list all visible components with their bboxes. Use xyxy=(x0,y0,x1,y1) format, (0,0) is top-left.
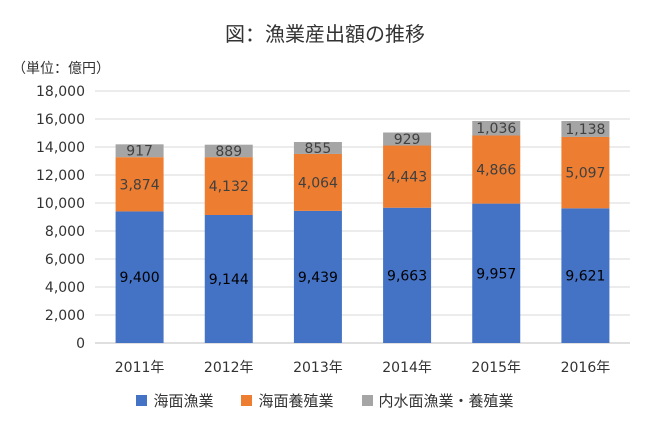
chart-title: 図：漁業産出額の推移 xyxy=(225,22,425,46)
x-tick-label: 2014年 xyxy=(382,360,432,376)
data-label: 4,132 xyxy=(209,179,249,195)
bar-segment xyxy=(561,121,610,137)
data-label: 917 xyxy=(126,144,153,160)
bar-segment xyxy=(561,136,610,209)
bar-segment xyxy=(293,153,342,211)
x-tick-label: 2015年 xyxy=(471,360,521,376)
y-tick-label: 10,000 xyxy=(36,196,85,212)
data-label: 4,443 xyxy=(387,170,427,186)
data-label: 855 xyxy=(305,141,332,157)
legend-label: 海面養殖業 xyxy=(258,392,334,410)
bar-segment xyxy=(293,141,342,154)
data-label: 5,097 xyxy=(565,166,605,182)
data-label: 9,400 xyxy=(120,270,160,286)
unit-label: （単位：億円） xyxy=(12,61,110,77)
y-tick-label: 16,000 xyxy=(36,112,85,128)
legend-item-sea-fishery: 海面漁業 xyxy=(136,390,213,411)
y-tick-label: 4,000 xyxy=(45,280,85,296)
bar-segment xyxy=(472,203,521,343)
x-tick-label: 2012年 xyxy=(204,360,254,376)
bar-segment xyxy=(383,207,432,343)
data-label: 889 xyxy=(215,144,242,160)
data-label: 9,439 xyxy=(298,270,338,286)
data-label: 1,138 xyxy=(565,122,605,138)
data-label: 9,957 xyxy=(476,266,516,282)
data-label: 4,064 xyxy=(298,175,338,191)
y-tick-label: 14,000 xyxy=(36,140,85,156)
legend-swatch xyxy=(361,395,373,406)
bar-segment xyxy=(115,157,164,212)
data-labels: 9,400 3,874 917 9,144 4,132 889 9,439 4,064 855 9… xyxy=(120,121,606,288)
y-tick-label: 0 xyxy=(76,336,85,352)
gridlines xyxy=(95,90,630,344)
bar-segment xyxy=(115,211,164,343)
bar-segment xyxy=(115,144,164,158)
legend-label: 内水面漁業・養殖業 xyxy=(378,392,514,410)
data-label: 4,866 xyxy=(476,163,516,179)
y-tick-label: 2,000 xyxy=(45,308,85,324)
legend-item-sea-aquaculture: 海面養殖業 xyxy=(241,390,334,411)
y-tick-label: 12,000 xyxy=(36,168,85,184)
x-tick-label: 2013年 xyxy=(293,360,343,376)
legend-swatch xyxy=(136,395,148,406)
bar-segment xyxy=(293,210,342,343)
bar-segment xyxy=(383,132,432,146)
y-tick-label: 18,000 xyxy=(36,84,85,100)
bar-segment xyxy=(204,214,253,343)
legend-item-inland: 内水面漁業・養殖業 xyxy=(361,390,514,411)
bars xyxy=(115,120,610,343)
x-tick-label: 2011年 xyxy=(115,360,165,376)
bar-segment xyxy=(472,120,521,136)
bar-segment xyxy=(472,135,521,204)
bar-segment xyxy=(383,145,432,208)
data-label: 9,663 xyxy=(387,268,427,284)
bar-segment xyxy=(204,157,253,215)
data-label: 9,621 xyxy=(565,269,605,285)
x-axis-ticks: 2011年 2012年 2013年 2014年 2015年 2016年 xyxy=(115,360,610,376)
bar-segment xyxy=(204,144,253,158)
legend: 海面漁業 海面養殖業 内水面漁業・養殖業 xyxy=(0,390,650,411)
x-tick-label: 2016年 xyxy=(561,360,611,376)
y-tick-label: 8,000 xyxy=(45,224,85,240)
y-axis-ticks: 0 2,000 4,000 6,000 8,000 10,000 12,000 14,000 1… xyxy=(36,84,85,352)
data-label: 3,874 xyxy=(120,177,160,193)
data-label: 929 xyxy=(394,132,421,148)
legend-label: 海面漁業 xyxy=(153,392,214,410)
y-tick-label: 6,000 xyxy=(45,252,85,268)
bar-segment xyxy=(561,208,610,343)
data-label: 1,036 xyxy=(476,121,516,137)
legend-swatch xyxy=(241,395,253,406)
data-label: 9,144 xyxy=(209,272,249,288)
